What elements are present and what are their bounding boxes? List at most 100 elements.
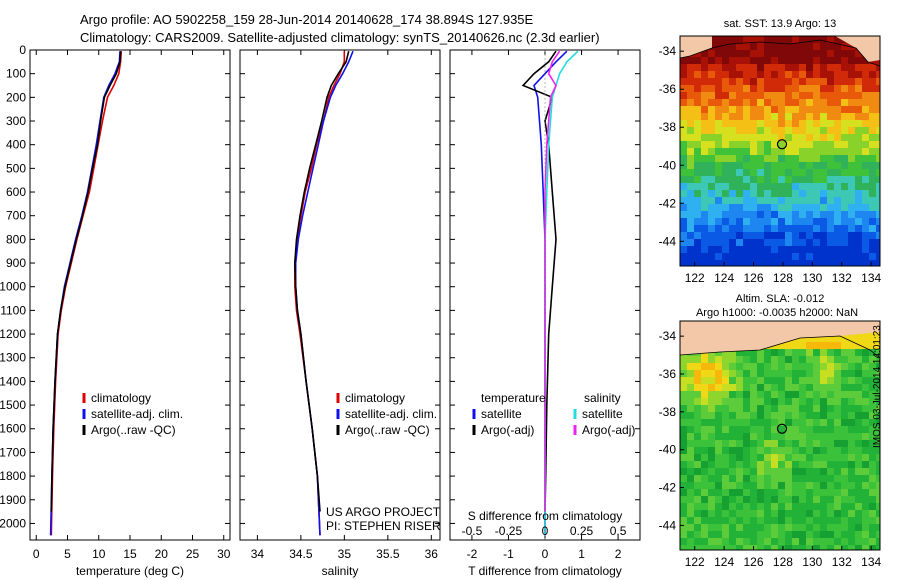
sst-map-cell (841, 50, 848, 57)
sla-map-cell (708, 384, 715, 391)
sst-map-cell (813, 71, 820, 78)
sst-map-cell (785, 92, 792, 99)
sla-map-cell (827, 461, 834, 468)
sst-map-cell (764, 260, 771, 266)
sla-map-cell (841, 412, 848, 419)
sst-map-cell (729, 239, 736, 246)
sla-map-cell (799, 433, 806, 440)
sla-map-cell (701, 496, 708, 503)
sst-map-cell (771, 36, 778, 43)
sst-map-cell (708, 260, 715, 266)
sla-map-cell (792, 419, 799, 426)
sla-map-cell (764, 545, 771, 550)
sla-map-cell (743, 475, 750, 482)
sst-map-cell (687, 197, 694, 204)
sst-map-cell (848, 232, 855, 239)
sla-map-cell (764, 503, 771, 510)
sla-map-cell (722, 503, 729, 510)
sst-map-cell (848, 225, 855, 232)
sst-map-cell (827, 239, 834, 246)
sst-map-cell (785, 253, 792, 260)
sst-map-cell (687, 148, 694, 155)
sla-map-cell (792, 503, 799, 510)
sla-map-cell (750, 426, 757, 433)
sla-map-cell (792, 391, 799, 398)
sst-map-cell (757, 36, 764, 43)
depth-tick-label: 600 (6, 185, 26, 199)
sst-map-cell (827, 260, 834, 266)
sst-map-cell (855, 141, 862, 148)
sla-map-cell (792, 510, 799, 517)
sla-map-cell (687, 510, 694, 517)
sst-map-cell (806, 50, 813, 57)
sst-map-cell (729, 50, 736, 57)
salinity-xtick-label: 36 (425, 547, 439, 561)
sla-map-cell (792, 370, 799, 377)
sst-map-cell (715, 78, 722, 85)
sst-map-cell (785, 127, 792, 134)
sla-map-cell (736, 349, 743, 356)
sst-map-cell (792, 218, 799, 225)
sst-map-cell (680, 113, 687, 120)
sst-map-cell (869, 260, 876, 266)
sla-map-cell (869, 412, 876, 419)
sla-map-cell (869, 426, 876, 433)
sla-map-cell (785, 454, 792, 461)
sla-map-cell (729, 531, 736, 538)
sla-map-cell (743, 461, 750, 468)
sla-map-cell (855, 391, 862, 398)
sst-map-cell (701, 127, 708, 134)
depth-tick-label: 1600 (0, 422, 26, 436)
sla-map-cell (764, 391, 771, 398)
sla-map-cell (757, 468, 764, 475)
depth-tick-label: 1000 (0, 280, 26, 294)
temperature-xtick-label: 5 (64, 547, 71, 561)
sst-map-cell (827, 218, 834, 225)
sst-map-cell (736, 162, 743, 169)
sst-map-cell (820, 169, 827, 176)
sst-map-cell (729, 253, 736, 260)
sla-map-cell (820, 475, 827, 482)
sla-map-cell (736, 391, 743, 398)
sla-map-cell (834, 482, 841, 489)
sst-map-cell (743, 148, 750, 155)
sla-map-cell (862, 335, 869, 342)
sla-map-cell (736, 405, 743, 412)
sst-map-cell (701, 211, 708, 218)
sla-map-cell (855, 377, 862, 384)
sst-map-cell (694, 113, 701, 120)
sst-map-cell (736, 176, 743, 183)
sla-map-cell (862, 349, 869, 356)
sst-map-cell (729, 260, 736, 266)
diff-legend-s-argo-label: Argo(-adj) (582, 423, 635, 437)
sst-map-cell (848, 169, 855, 176)
sst-map-cell (806, 64, 813, 71)
sla-map-cell (757, 356, 764, 363)
depth-tick-label: 1200 (0, 327, 26, 341)
sla-map-cell (799, 405, 806, 412)
sst-map-cell (757, 141, 764, 148)
sla-map-cell (729, 503, 736, 510)
sla-map-cell (778, 398, 785, 405)
sst-map-cell (771, 260, 778, 266)
sla-map-cell (701, 517, 708, 524)
sla-map-cell (729, 370, 736, 377)
sla-map-cell (806, 496, 813, 503)
sst-map-xtick-label: 126 (744, 271, 764, 285)
sla-map-cell (813, 412, 820, 419)
sst-map-cell (736, 85, 743, 92)
sst-map-cell (869, 155, 876, 162)
map-sla-map: 122 124 126 128 130 132 134-34-36-38-40-42-44 (659, 320, 882, 569)
sla-map-cell (876, 398, 880, 405)
sla-map-cell (694, 426, 701, 433)
sla-map-cell (806, 503, 813, 510)
sla-map-cell (820, 538, 827, 545)
sla-map-cell (771, 538, 778, 545)
sla-map-cell (841, 503, 848, 510)
sla-map-cell (799, 447, 806, 454)
sst-map-cell (820, 260, 827, 266)
sst-map-cell (743, 211, 750, 218)
sst-map-cell (876, 127, 880, 134)
sla-map-cell (701, 524, 708, 531)
sst-map-cell (813, 183, 820, 190)
